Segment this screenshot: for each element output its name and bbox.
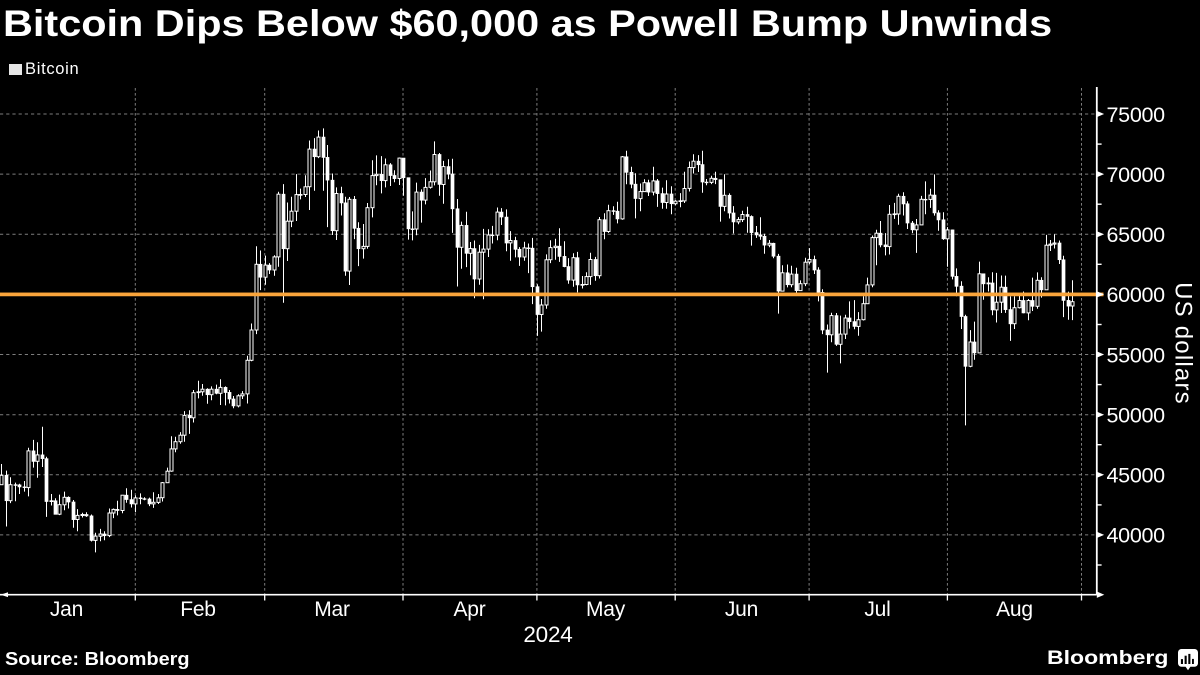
svg-text:60000: 60000	[1107, 283, 1166, 307]
svg-text:Apr: Apr	[453, 598, 485, 621]
svg-text:2024: 2024	[523, 622, 572, 647]
svg-text:Jul: Jul	[864, 598, 890, 621]
svg-text:Feb: Feb	[180, 598, 216, 621]
svg-text:45000: 45000	[1107, 464, 1166, 488]
svg-text:70000: 70000	[1107, 163, 1166, 187]
svg-text:50000: 50000	[1107, 404, 1166, 428]
svg-text:55000: 55000	[1107, 343, 1166, 367]
svg-text:75000: 75000	[1107, 103, 1166, 127]
svg-text:Jan: Jan	[50, 598, 83, 621]
svg-text:May: May	[586, 598, 626, 621]
svg-text:65000: 65000	[1107, 223, 1166, 247]
svg-text:US dollars: US dollars	[1170, 282, 1197, 405]
svg-text:Mar: Mar	[314, 598, 350, 621]
svg-text:Jun: Jun	[725, 598, 758, 621]
svg-text:40000: 40000	[1107, 524, 1166, 548]
svg-text:Aug: Aug	[996, 598, 1033, 621]
